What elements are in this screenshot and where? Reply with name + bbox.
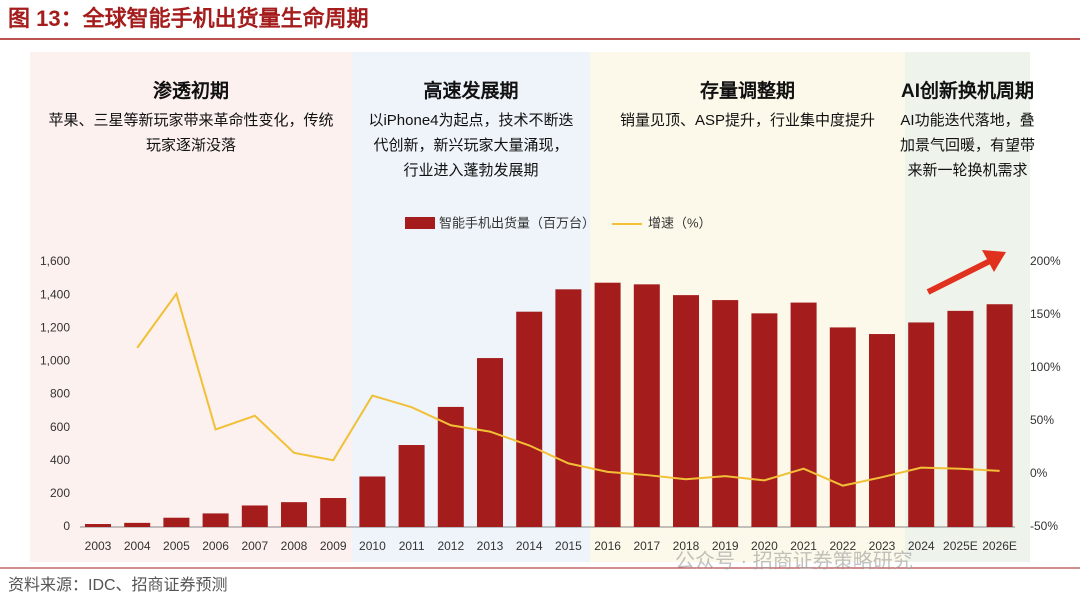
phase-desc: 苹果、三星等新玩家带来革命性变化，传统 [48,111,333,129]
x-tick-label: 2014 [516,539,543,553]
x-tick-label: 2006 [202,539,229,553]
y-tick-label: 200 [50,486,70,500]
bar [555,289,582,527]
bar [398,445,425,527]
x-tick-label: 2021 [790,539,817,553]
y-tick-label: 1,400 [40,287,70,301]
phase-title: 存量调整期 [700,79,795,102]
x-tick-label: 2020 [751,539,778,553]
bar [516,311,543,527]
x-tick-label: 2024 [908,539,935,553]
phase-band [30,52,352,562]
bar [712,300,739,527]
x-tick-label: 2005 [163,539,190,553]
y-tick-label: 1,000 [40,354,70,368]
bar [359,476,386,527]
legend-swatch [405,217,435,229]
bar [947,310,974,527]
bar [673,295,699,527]
x-tick-label: 2016 [594,539,621,553]
y2-tick-label: 100% [1030,360,1061,374]
bar [751,313,778,527]
y-tick-label: 1,600 [40,254,70,268]
x-tick-label: 2017 [633,539,660,553]
x-tick-label: 2009 [320,539,347,553]
y-tick-label: 0 [63,519,70,533]
bar [85,524,111,527]
legend-label: 智能手机出货量（百万台） [439,215,595,230]
y-tick-label: 1,200 [40,320,70,334]
y2-tick-label: 0% [1030,466,1048,480]
bar [281,502,307,527]
bar [908,322,935,527]
y2-tick-label: -50% [1030,519,1058,533]
x-tick-label: 2013 [477,539,504,553]
phase-desc: 代创新，新兴玩家大量涌现， [373,137,568,154]
x-tick-label: 2007 [241,539,268,553]
phase-desc: 加景气回暖，有望带 [900,137,1035,154]
x-tick-label: 2004 [124,539,151,553]
x-tick-label: 2015 [555,539,582,553]
x-tick-label: 2003 [85,539,112,553]
y-tick-label: 600 [50,420,70,434]
x-tick-label: 2012 [437,539,464,553]
bar [202,513,229,527]
bar [633,284,660,527]
bar [986,304,1013,527]
legend-label: 增速（%） [648,215,712,230]
y2-tick-label: 150% [1030,307,1061,321]
phase-title: 高速发展期 [423,79,518,102]
bar [163,517,190,527]
x-tick-label: 2010 [359,539,386,553]
growth-line [136,291,1000,487]
phase-band [352,52,590,562]
bar [869,334,895,527]
phase-desc: 销量见顶、ASP提升，行业集中度提升 [620,112,875,129]
trend-arrow [926,250,1006,295]
y2-tick-label: 200% [1030,254,1061,268]
x-tick-label: 2011 [399,539,425,553]
y-tick-label: 400 [50,453,70,467]
phase-desc: 玩家逐渐没落 [146,137,236,154]
bar [790,302,817,527]
phase-desc: 行业进入蓬勃发展期 [403,162,538,179]
phase-desc: 来新一轮换机需求 [907,162,1027,179]
x-tick-label: 2023 [869,539,896,553]
y-tick-label: 800 [50,387,70,401]
bar [829,327,856,527]
bar [241,505,268,527]
phase-title: AI创新换机周期 [901,79,1034,102]
bar [477,358,503,527]
phase-desc: 以iPhone4为起点，技术不断迭 [368,112,573,129]
source: 资料来源：IDC、招商证券预测 [8,576,228,594]
watermark: 公众号 · 招商证券策略研究 [675,549,913,572]
phase-title: 渗透初期 [153,79,229,102]
bar [594,282,621,527]
bar [320,498,347,527]
y2-tick-label: 50% [1030,413,1054,427]
x-tick-label: 2008 [281,539,308,553]
x-tick-label: 2019 [712,539,739,553]
phase-desc: AI功能迭代落地，叠 [900,112,1034,129]
x-tick-label: 2025E [943,539,978,553]
x-tick-label: 2026E [982,539,1017,553]
chart-title: 图 13：全球智能手机出货量生命周期 [8,6,369,31]
x-tick-label: 2018 [673,539,700,553]
x-tick-label: 2022 [829,539,856,553]
bar [124,522,151,527]
